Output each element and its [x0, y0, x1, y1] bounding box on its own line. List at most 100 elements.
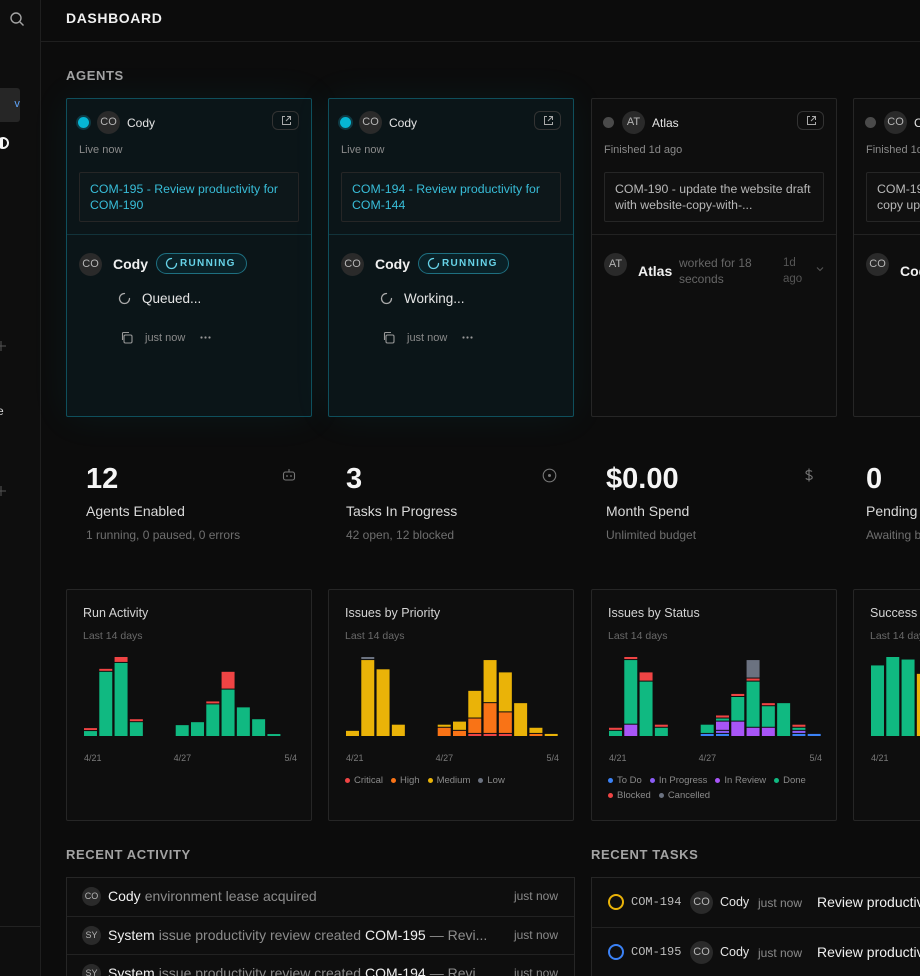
avatar: CO: [884, 111, 907, 134]
chart-title: Issues by Status: [608, 606, 700, 620]
more-icon-part: [466, 336, 469, 339]
bar-segment: [544, 733, 558, 736]
activity-action: environment lease acquired: [144, 888, 317, 904]
bar-segment: [609, 727, 622, 730]
x-tick-label: 4/27: [436, 753, 454, 763]
toggle-icon-part: [3, 139, 7, 147]
sidebar-item-label[interactable]: e: [0, 404, 4, 418]
bar-segment: [731, 721, 745, 736]
bar-segment: [498, 712, 512, 733]
copy-icon: [383, 331, 395, 344]
spinner-icon: [165, 257, 178, 270]
status-badge: RUNNING: [156, 253, 247, 274]
x-tick-label: 5/4: [809, 753, 822, 763]
bar-segment: [84, 728, 97, 731]
task-box[interactable]: COM-190 - update the website draft with …: [604, 172, 824, 222]
legend-item: Critical: [345, 775, 383, 786]
bar-segment: [129, 719, 143, 722]
open-button[interactable]: [272, 111, 299, 130]
bar-segment: [792, 733, 806, 736]
open-button[interactable]: [797, 111, 824, 130]
chevron-icon-part: [816, 267, 824, 272]
sidebar-item[interactable]: ve: [0, 88, 20, 122]
open-button[interactable]: [534, 111, 561, 130]
avatar: SY: [82, 964, 101, 976]
bar-segment: [792, 724, 806, 727]
stat-detail: Unlimited budget: [606, 528, 697, 542]
run-time: just now: [407, 332, 448, 344]
activity-actor: System: [108, 927, 155, 943]
activity-row[interactable]: CO Cody environment lease acquired just now: [67, 878, 574, 916]
legend-item: To Do: [608, 775, 642, 786]
chart-subtitle: Last 14 days: [608, 630, 668, 642]
agent-card[interactable]: CO Cody Live now COM-195 - Review productiv…: [66, 98, 312, 417]
run-agent-name: Cody: [113, 256, 148, 272]
chart-title: Success: [870, 606, 918, 620]
bar-segment: [468, 718, 482, 733]
bar-segment: [639, 672, 653, 681]
agent-state: Live now: [79, 144, 123, 156]
avatar: AT: [604, 253, 627, 276]
legend-label: Medium: [436, 775, 471, 786]
task-row[interactable]: COM-194 CO Cody just now Review productivity: [592, 878, 920, 927]
activity-action: issue productivity review created: [158, 965, 361, 976]
bar-segment: [624, 724, 638, 736]
bar-segment: [346, 730, 359, 736]
task-title: Review productivity: [817, 894, 920, 910]
search-icon-part: [19, 21, 24, 26]
activity-row[interactable]: SY System issue productivity review create…: [67, 954, 574, 976]
task-time: just now: [758, 946, 803, 960]
agent-card[interactable]: AT Atlas Finished 1d ago COM-190 - update t…: [591, 98, 837, 417]
chart-title: Run Activity: [83, 606, 149, 620]
chart-subtitle: Last 14 days: [345, 630, 405, 642]
bar-segment: [99, 668, 113, 671]
bar-segment: [916, 673, 920, 736]
task-box[interactable]: COM-194 - Review productivity for COM-14…: [341, 172, 561, 222]
avatar: CO: [690, 891, 713, 914]
bar-segment: [206, 704, 220, 736]
activity-list: CO Cody environment lease acquired just now…: [66, 877, 575, 976]
legend-item: High: [391, 775, 420, 786]
stat-value: 3: [346, 463, 363, 495]
bar-segment: [886, 657, 900, 736]
bar-segment: [376, 669, 390, 736]
stat-detail: 1 running, 0 paused, 0 errors: [86, 528, 241, 542]
task-box[interactable]: COM-19 copy up: [866, 172, 920, 222]
bar-segment: [175, 725, 189, 736]
section-title: RECENT TASKS: [591, 847, 699, 862]
task-id: COM-194: [631, 895, 682, 909]
task-row[interactable]: COM-195 CO Cody just now Review productivity: [592, 927, 920, 976]
legend-swatch: [774, 778, 780, 783]
bar-segment: [716, 730, 729, 733]
task-box[interactable]: COM-195 - Review productivity for COM-19…: [79, 172, 299, 222]
bar-segment: [624, 660, 638, 724]
external-link-icon: [807, 116, 816, 125]
activity-issue-title: — Revi...: [429, 927, 488, 943]
run-detail: worked for 18 seconds: [679, 256, 752, 286]
legend-item: Done: [774, 775, 806, 786]
agent-card[interactable]: CO Cody Finished 1d COM-19 copy up CO Cody: [853, 98, 920, 417]
stat-icon-part: [542, 468, 557, 483]
task-title: Review productivity: [817, 944, 920, 960]
activity-issue: COM-194: [365, 965, 426, 976]
avatar: CO: [866, 253, 889, 276]
external-link-icon-part: [282, 116, 291, 125]
external-link-icon-part: [547, 116, 553, 122]
spinner-icon-part: [427, 257, 440, 270]
bar-segment: [483, 703, 497, 733]
chart-card: Run Activity Last 14 days 4/21 4/27 5/4: [66, 589, 312, 821]
bar-segment: [761, 727, 775, 736]
toggle-icon: [0, 137, 9, 149]
page-title: DASHBOARD: [66, 10, 163, 26]
legend-label: In Progress: [658, 775, 708, 786]
bar-segment: [114, 662, 128, 736]
run-time: 1d ago: [783, 257, 803, 285]
activity-row[interactable]: SY System issue productivity review create…: [67, 916, 574, 954]
agent-card[interactable]: CO Cody Live now COM-194 - Review productiv…: [328, 98, 574, 417]
bar-segment: [221, 671, 235, 689]
spinner-icon-part: [165, 257, 178, 270]
avatar: SY: [82, 926, 101, 945]
task-status: [608, 894, 624, 910]
bar-segment: [468, 690, 482, 718]
